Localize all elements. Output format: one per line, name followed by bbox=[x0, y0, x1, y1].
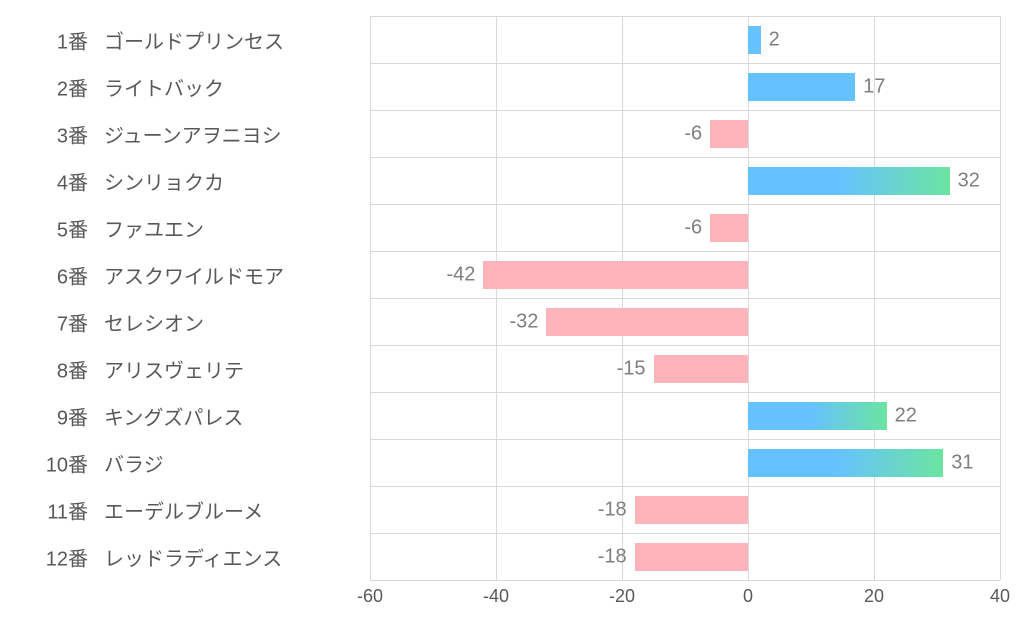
row-name: シンリョクカ bbox=[104, 166, 224, 195]
row-number: 4番 bbox=[26, 166, 88, 195]
row-separator bbox=[370, 392, 1000, 393]
value-label: -6 bbox=[684, 122, 702, 145]
row-number: 9番 bbox=[26, 401, 88, 430]
row-label: 12番レッドラディエンス bbox=[0, 533, 370, 580]
row-number: 8番 bbox=[26, 354, 88, 383]
value-label: -42 bbox=[446, 263, 475, 286]
row-separator bbox=[370, 110, 1000, 111]
value-label: 22 bbox=[895, 404, 917, 427]
row-number: 2番 bbox=[26, 72, 88, 101]
row-label: 3番ジューンアヲニヨシ bbox=[0, 110, 370, 157]
row-name: セレシオン bbox=[104, 307, 204, 336]
diverging-bar-chart: 1番ゴールドプリンセス2番ライトバック3番ジューンアヲニヨシ4番シンリョクカ5番… bbox=[0, 0, 1022, 626]
row-name: ライトバック bbox=[104, 72, 224, 101]
x-tick-label: -40 bbox=[483, 586, 509, 607]
value-label: -32 bbox=[509, 310, 538, 333]
row-name: エーデルブルーメ bbox=[104, 495, 263, 524]
row-label: 6番アスクワイルドモア bbox=[0, 251, 370, 298]
row-number: 12番 bbox=[26, 542, 88, 571]
row-number: 6番 bbox=[26, 260, 88, 289]
value-label: 17 bbox=[863, 75, 885, 98]
row-label: 11番エーデルブルーメ bbox=[0, 486, 370, 533]
bar bbox=[710, 214, 748, 242]
row-separator bbox=[370, 63, 1000, 64]
row-label: 10番バラジ bbox=[0, 439, 370, 486]
row-label: 2番ライトバック bbox=[0, 63, 370, 110]
row-separator bbox=[370, 439, 1000, 440]
row-label: 7番セレシオン bbox=[0, 298, 370, 345]
x-tick-label: 40 bbox=[990, 586, 1010, 607]
bar bbox=[748, 402, 887, 430]
bar bbox=[710, 120, 748, 148]
bar bbox=[483, 261, 748, 289]
row-number: 10番 bbox=[26, 448, 88, 477]
bar bbox=[748, 26, 761, 54]
row-number: 5番 bbox=[26, 213, 88, 242]
x-tick-label: -20 bbox=[609, 586, 635, 607]
x-axis-ticks: -60-40-2002040 bbox=[370, 586, 1000, 616]
row-label: 9番キングズパレス bbox=[0, 392, 370, 439]
gridline bbox=[1000, 16, 1001, 580]
row-separator bbox=[370, 204, 1000, 205]
x-tick-label: 0 bbox=[743, 586, 753, 607]
row-name: レッドラディエンス bbox=[104, 542, 282, 571]
row-separator bbox=[370, 533, 1000, 534]
row-separator bbox=[370, 580, 1000, 581]
row-number: 1番 bbox=[26, 25, 88, 54]
row-name: ジューンアヲニヨシ bbox=[104, 119, 282, 148]
row-number: 7番 bbox=[26, 307, 88, 336]
row-label: 5番ファユエン bbox=[0, 204, 370, 251]
row-name: アスクワイルドモア bbox=[104, 260, 284, 289]
bar bbox=[546, 308, 748, 336]
bar bbox=[748, 73, 855, 101]
row-number: 11番 bbox=[26, 495, 88, 524]
row-separator bbox=[370, 157, 1000, 158]
row-label: 4番シンリョクカ bbox=[0, 157, 370, 204]
row-label: 8番アリスヴェリテ bbox=[0, 345, 370, 392]
bar bbox=[748, 449, 943, 477]
row-labels-column: 1番ゴールドプリンセス2番ライトバック3番ジューンアヲニヨシ4番シンリョクカ5番… bbox=[0, 16, 370, 580]
x-tick-label: 20 bbox=[864, 586, 884, 607]
value-label: -15 bbox=[617, 357, 646, 380]
row-number: 3番 bbox=[26, 119, 88, 148]
bar bbox=[654, 355, 749, 383]
row-name: アリスヴェリテ bbox=[104, 354, 244, 383]
x-tick-label: -60 bbox=[357, 586, 383, 607]
value-label: -18 bbox=[598, 498, 627, 521]
row-separator bbox=[370, 345, 1000, 346]
row-name: バラジ bbox=[104, 448, 164, 477]
value-label: 2 bbox=[769, 28, 780, 51]
row-separator bbox=[370, 16, 1000, 17]
bar bbox=[635, 496, 748, 524]
value-label: 32 bbox=[958, 169, 980, 192]
row-name: ゴールドプリンセス bbox=[104, 25, 284, 54]
value-label: 31 bbox=[951, 451, 973, 474]
row-separator bbox=[370, 486, 1000, 487]
plot-area: 2 17 -6 32 -6 -42 -32 -15 22 31 -18 -18 bbox=[370, 16, 1000, 580]
value-label: -6 bbox=[684, 216, 702, 239]
value-label: -18 bbox=[598, 545, 627, 568]
row-separator bbox=[370, 251, 1000, 252]
row-separator bbox=[370, 298, 1000, 299]
bar bbox=[635, 543, 748, 571]
row-name: ファユエン bbox=[104, 213, 204, 242]
row-name: キングズパレス bbox=[104, 401, 243, 430]
row-label: 1番ゴールドプリンセス bbox=[0, 16, 370, 63]
bar bbox=[748, 167, 950, 195]
